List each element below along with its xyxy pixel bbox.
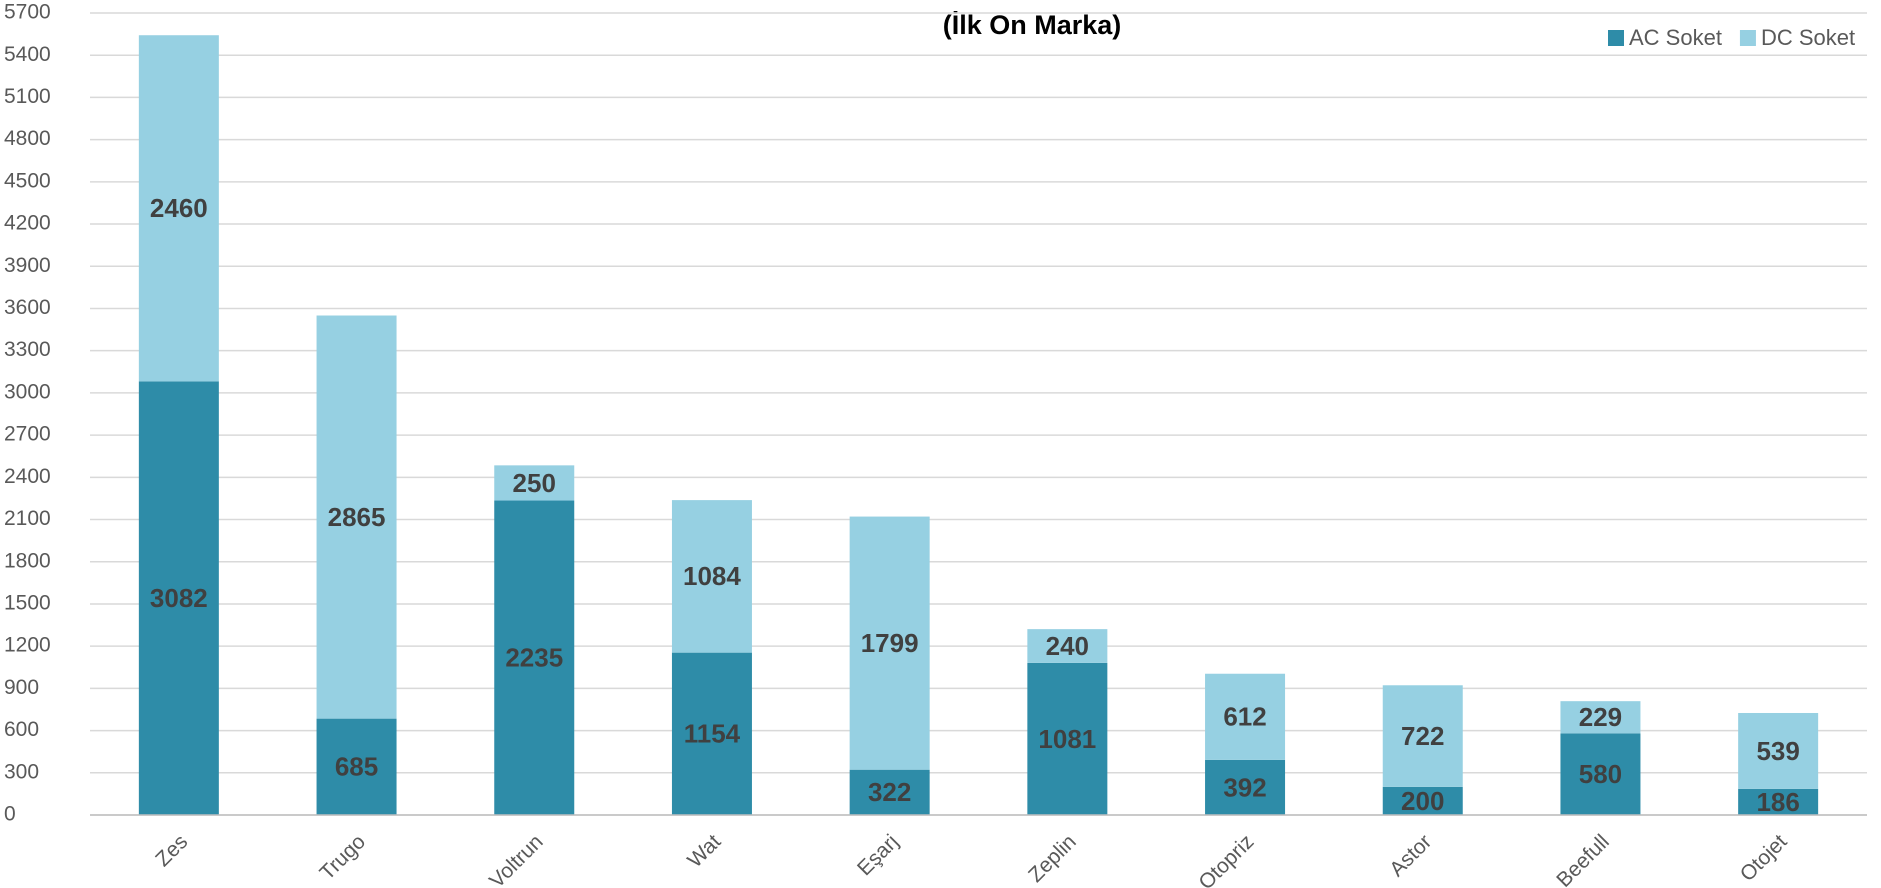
bar-segment bbox=[1027, 629, 1108, 663]
bar-segment bbox=[849, 769, 930, 815]
legend-swatch bbox=[1608, 30, 1624, 46]
bar-segment bbox=[494, 465, 575, 501]
data-label: 539 bbox=[1756, 736, 1799, 766]
bar-segment bbox=[138, 35, 219, 382]
bar-segment bbox=[671, 500, 752, 653]
y-tick-label: 3300 bbox=[4, 338, 51, 361]
y-tick-label: 3600 bbox=[4, 296, 51, 319]
bar-segment bbox=[1560, 733, 1641, 815]
x-tick-label: Beefull bbox=[1552, 830, 1614, 888]
data-label: 2235 bbox=[505, 643, 563, 673]
data-label: 200 bbox=[1401, 786, 1444, 816]
bar-segment bbox=[1205, 673, 1286, 760]
x-tick-label: Voltrun bbox=[485, 830, 548, 888]
bar-segment bbox=[1738, 712, 1819, 789]
x-tick-label: Wat bbox=[683, 830, 725, 872]
data-label: 612 bbox=[1223, 702, 1266, 732]
data-label: 2865 bbox=[328, 502, 386, 532]
data-label: 722 bbox=[1401, 721, 1444, 751]
bar-segment bbox=[316, 718, 397, 815]
chart-title: (İlk On Marka) bbox=[943, 10, 1122, 40]
data-label: 1081 bbox=[1038, 724, 1096, 754]
x-tick-label: Otojet bbox=[1736, 830, 1792, 886]
data-label: 240 bbox=[1046, 631, 1089, 661]
data-label: 1084 bbox=[683, 561, 741, 591]
y-tick-label: 1500 bbox=[4, 591, 51, 614]
bar-segment bbox=[1738, 788, 1819, 815]
legend-label: AC Soket bbox=[1629, 25, 1722, 50]
data-label: 250 bbox=[513, 468, 556, 498]
y-tick-label: 4800 bbox=[4, 127, 51, 150]
y-tick-label: 5700 bbox=[4, 1, 51, 24]
x-tick-label: Zeplin bbox=[1024, 830, 1081, 887]
x-tick-label: Astor bbox=[1385, 830, 1436, 881]
y-tick-label: 2700 bbox=[4, 423, 51, 446]
y-tick-label: 300 bbox=[4, 760, 39, 783]
y-tick-label: 2100 bbox=[4, 507, 51, 530]
data-label: 322 bbox=[868, 777, 911, 807]
y-tick-label: 900 bbox=[4, 676, 39, 699]
y-tick-label: 4200 bbox=[4, 212, 51, 235]
y-tick-label: 5400 bbox=[4, 43, 51, 66]
bar-segment bbox=[849, 516, 930, 770]
legend-label: DC Soket bbox=[1761, 25, 1855, 50]
legend-swatch bbox=[1739, 30, 1756, 46]
bar-segment bbox=[1382, 786, 1463, 815]
y-tick-label: 3000 bbox=[4, 380, 51, 403]
y-tick-label: 1200 bbox=[4, 634, 51, 657]
data-label: 685 bbox=[335, 752, 378, 782]
x-tick-label: Zes bbox=[151, 830, 192, 871]
data-label: 2460 bbox=[150, 193, 208, 223]
x-tick-label: Otopriz bbox=[1194, 830, 1258, 888]
data-label: 392 bbox=[1223, 772, 1266, 802]
y-tick-label: 2400 bbox=[4, 465, 51, 488]
y-tick-label: 1800 bbox=[4, 549, 51, 572]
y-tick-label: 3900 bbox=[4, 254, 51, 277]
bar-segment bbox=[494, 500, 575, 815]
bar-segment bbox=[1382, 685, 1463, 787]
y-tick-label: 4500 bbox=[4, 169, 51, 192]
data-label: 580 bbox=[1579, 759, 1622, 789]
x-tick-label: Trugo bbox=[315, 830, 370, 885]
data-label: 1154 bbox=[684, 719, 741, 749]
y-tick-label: 600 bbox=[4, 718, 39, 741]
bar-segment bbox=[316, 315, 397, 719]
x-tick-label: Eşarj bbox=[853, 830, 903, 880]
data-label: 3082 bbox=[150, 583, 208, 613]
y-tick-label: 5100 bbox=[4, 85, 51, 108]
bar-segment bbox=[138, 381, 219, 815]
bar-segment bbox=[1205, 759, 1286, 815]
data-label: 1799 bbox=[861, 628, 919, 658]
y-tick-label: 0 bbox=[4, 803, 16, 826]
data-label: 186 bbox=[1756, 787, 1799, 817]
bar-segment bbox=[1027, 662, 1108, 815]
bar-segment bbox=[1560, 701, 1641, 734]
data-label: 229 bbox=[1579, 702, 1622, 732]
bar-segment bbox=[671, 652, 752, 815]
